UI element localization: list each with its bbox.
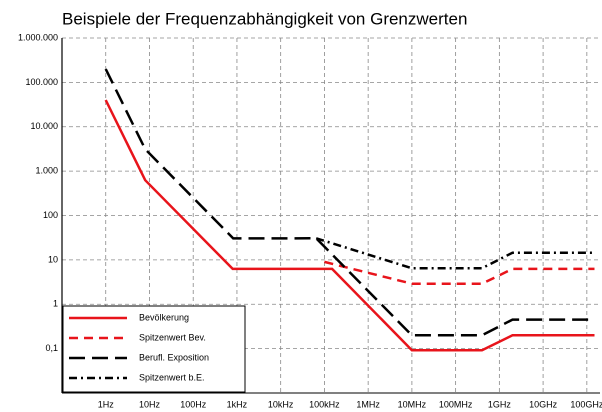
x-tick-label: 100MHz [439, 399, 473, 409]
y-tick-label: 10 [48, 254, 58, 264]
legend-label: Spitzenwert Bev. [139, 332, 206, 342]
legend: Bevölkerung Spitzenwert Bev. Berufl. Expos… [62, 305, 246, 393]
legend-label: Spitzenwert b.E. [139, 372, 205, 382]
x-tick-label: 10MHz [398, 399, 427, 409]
y-tick-label: 10.000 [30, 121, 58, 131]
x-tick-label: 1GHz [488, 399, 512, 409]
x-tick-label: 10kHz [268, 399, 294, 409]
series-line [104, 99, 595, 352]
y-tick-label: 1 [53, 299, 58, 309]
series-line [324, 260, 595, 285]
y-tick-label: 100.000 [25, 77, 58, 87]
legend-label: Berufl. Exposition [139, 352, 209, 362]
x-tick-label: 100kHz [309, 399, 340, 409]
x-tick-label: 10GHz [529, 399, 558, 409]
chart-title: Beispiele der Frequenzabhängigkeit von G… [62, 9, 467, 28]
y-tick-label: 100 [43, 210, 58, 220]
x-tick-label: 1Hz [98, 399, 115, 409]
x-tick-label: 1kHz [227, 399, 248, 409]
series-line [315, 237, 595, 270]
y-tick-label: 1.000 [35, 166, 58, 176]
x-tick-label: 1MHz [356, 399, 380, 409]
x-tick-label: 100Hz [180, 399, 207, 409]
legend-label: Bevölkerung [139, 312, 189, 322]
y-tick-label: 0,1 [45, 343, 58, 353]
x-tick-label: 100GHz [570, 399, 602, 409]
series-line [104, 68, 595, 337]
x-tick-label: 10Hz [139, 399, 161, 409]
y-tick-label: 1.000.000 [18, 32, 58, 42]
